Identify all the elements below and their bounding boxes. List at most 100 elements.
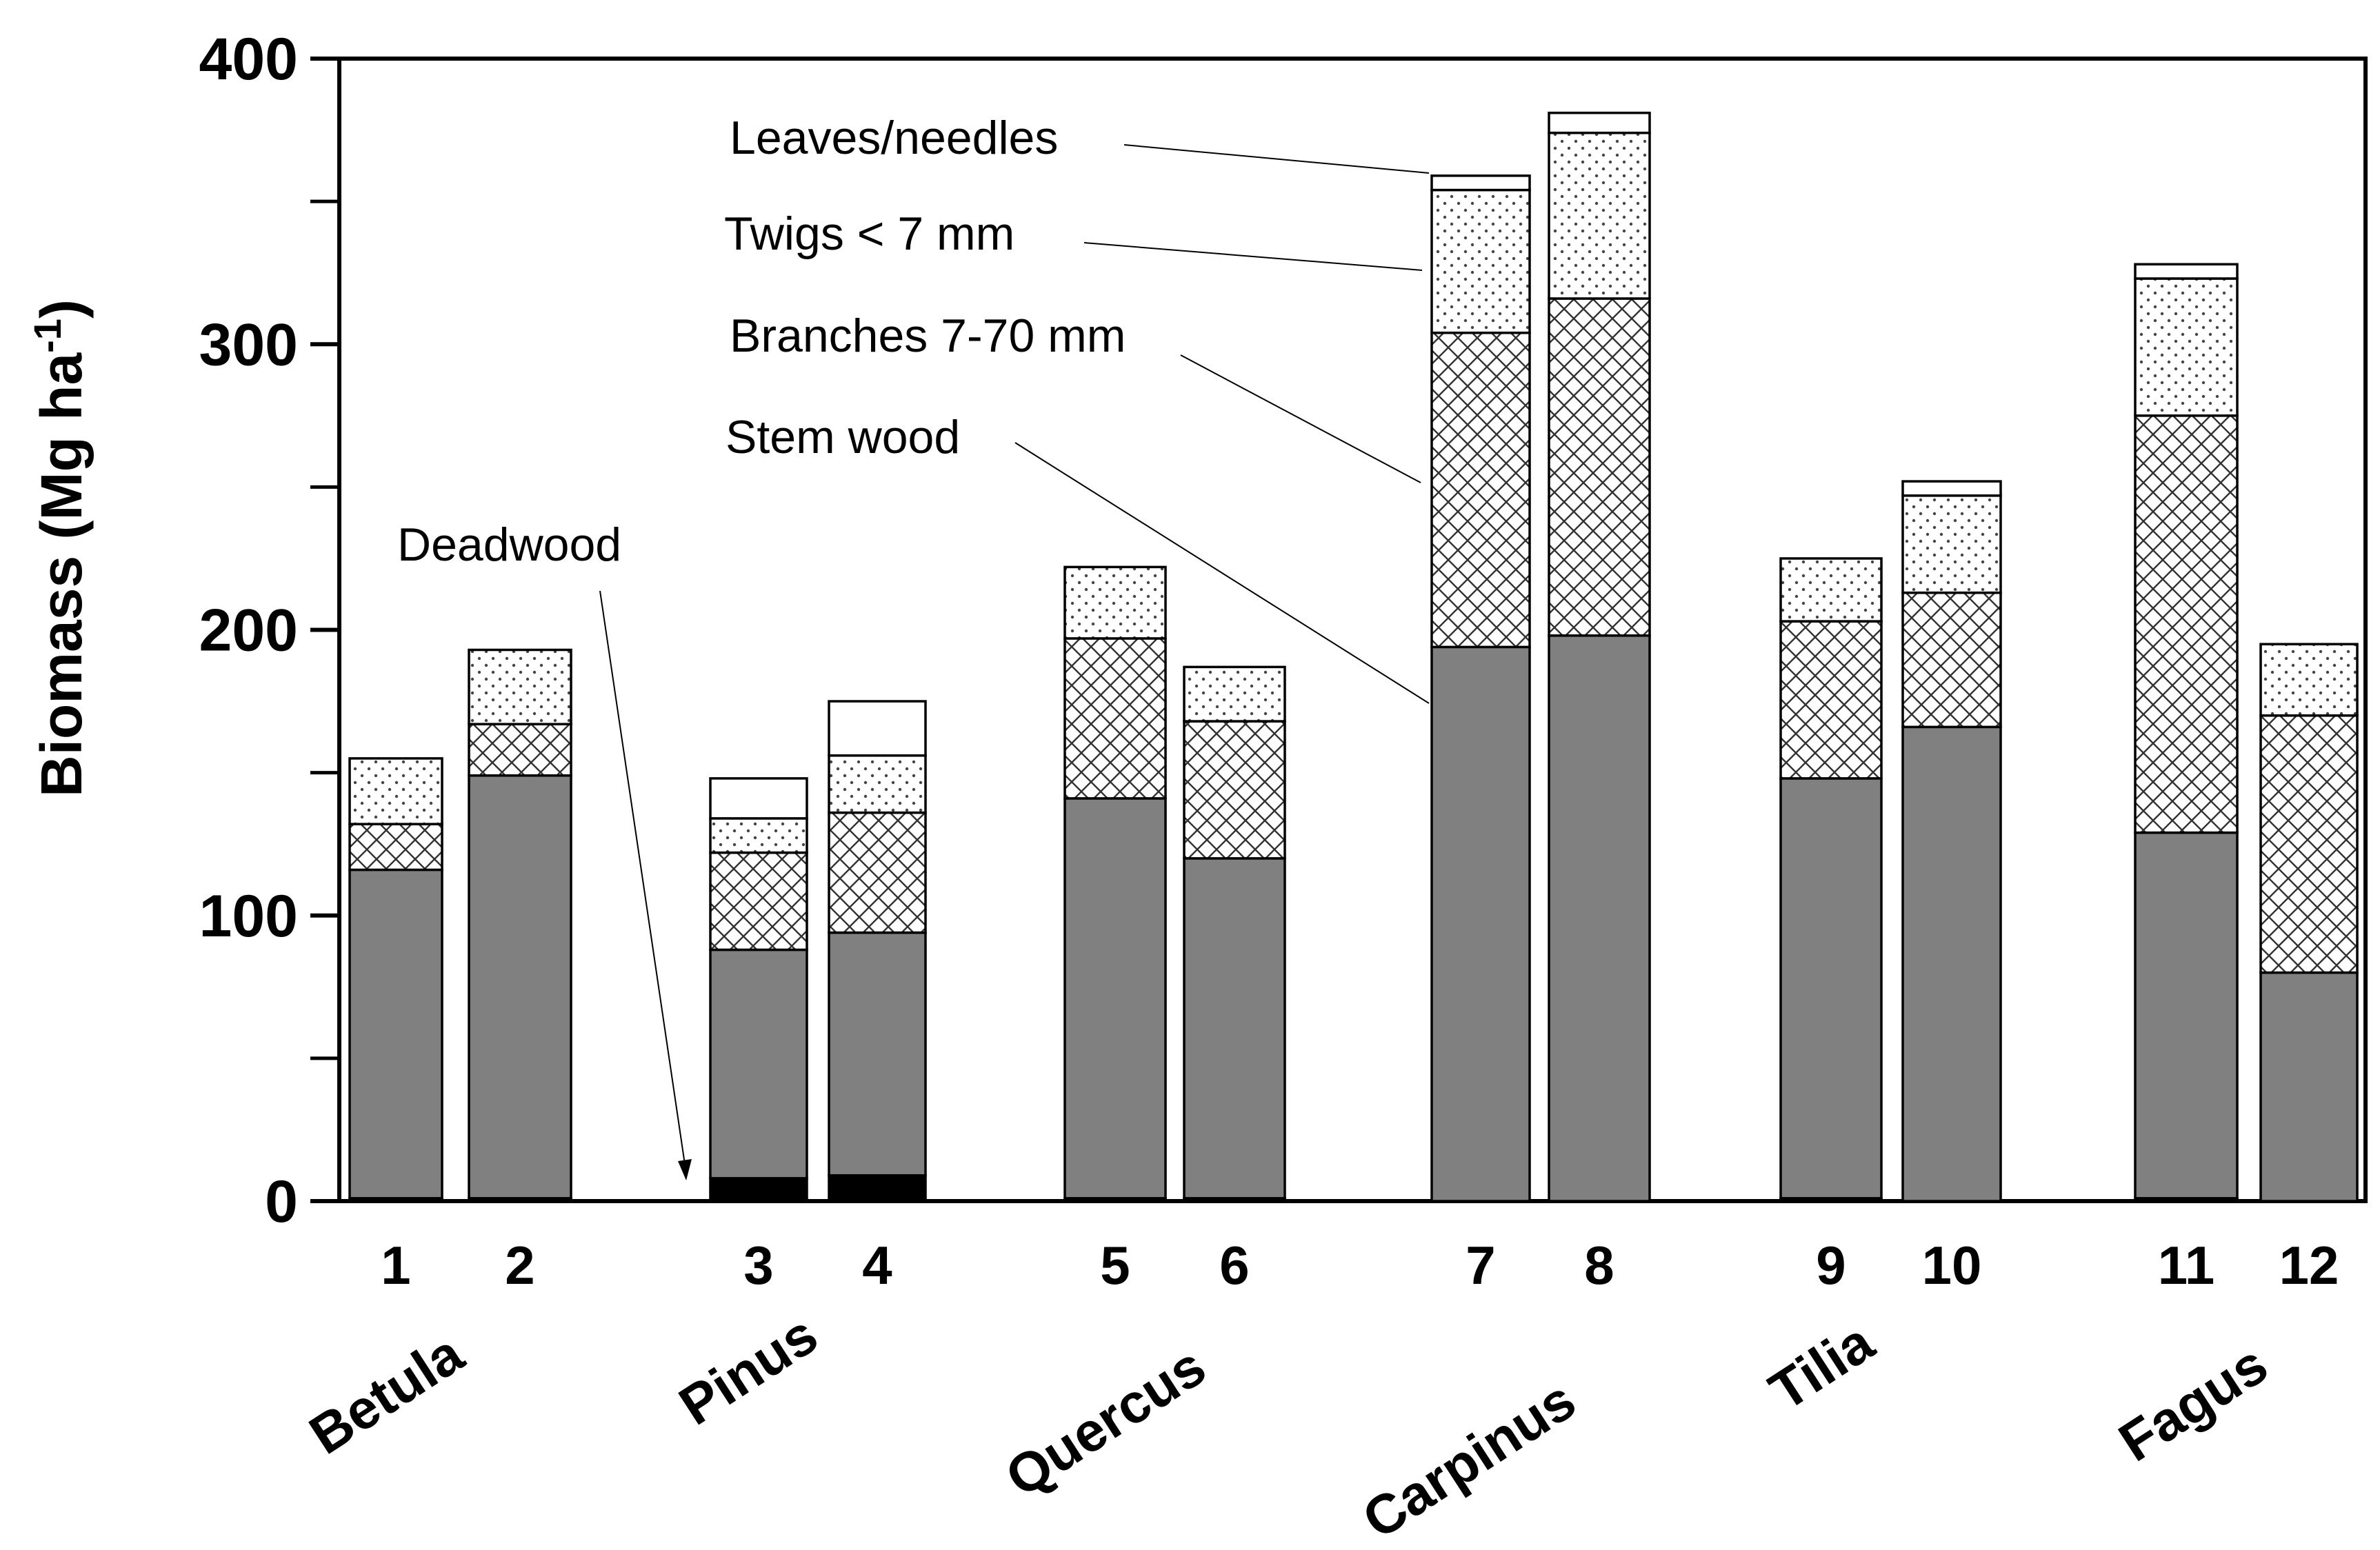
bar-segment-twigs-7-mm: [1901, 494, 2002, 594]
leader-leaves-needles: [1123, 144, 1430, 174]
group-label-tilia: Tilia: [1759, 1311, 1884, 1422]
bar-segment-branches-7-70-mm: [468, 723, 572, 777]
annotation-branches: Branches 7-70 mm: [730, 310, 1126, 362]
annotation-deadwood: Deadwood: [397, 519, 621, 571]
y-tick-label: 400: [199, 26, 299, 92]
bar-segment-branches-7-70-mm: [1901, 591, 2002, 729]
x-tick-label: 12: [2279, 1235, 2339, 1296]
y-tick-label: 200: [199, 598, 299, 664]
x-tick-label: 1: [381, 1235, 410, 1296]
plot-frame: [337, 57, 2368, 1203]
bar-segment-twigs-7-mm: [468, 648, 572, 725]
plot-border: [337, 57, 2368, 1203]
bar-segment-stem-wood: [1901, 725, 2002, 1202]
bar-segment-stem-wood: [1779, 777, 1883, 1200]
bar-stack-1: [348, 757, 443, 1202]
leader-twigs: [1083, 242, 1423, 271]
leader-stem-wood: [1014, 442, 1430, 704]
x-tick-label: 4: [862, 1235, 892, 1296]
bar-stack-8: [1548, 111, 1651, 1202]
bar-segment-leaves-needles: [828, 700, 927, 757]
bar-segment-stem-wood: [1063, 797, 1167, 1200]
bar-segment-twigs-7-mm: [2134, 277, 2239, 417]
bar-stack-3: [709, 777, 808, 1202]
bar-segment-stem-wood: [1548, 634, 1651, 1202]
bar-segment-twigs-7-mm: [1548, 131, 1651, 300]
bar-stacks: [348, 111, 2359, 1202]
x-tick-label: 5: [1100, 1235, 1130, 1296]
bar-segment-leaves-needles: [1548, 111, 1651, 134]
x-tick-label: 3: [743, 1235, 773, 1296]
x-tick-label: 7: [1466, 1235, 1495, 1296]
bar-segment-branches-7-70-mm: [348, 823, 443, 872]
bar-segment-twigs-7-mm: [1430, 188, 1531, 334]
bar-stack-2: [468, 648, 572, 1202]
bar-stack-4: [828, 700, 927, 1202]
bar-segment-branches-7-70-mm: [1183, 720, 1286, 860]
x-tick-label: 2: [505, 1235, 534, 1296]
group-label-carpinus: Carpinus: [1352, 1369, 1586, 1550]
bar-segment-twigs-7-mm: [348, 757, 443, 825]
y-tick-label: 300: [199, 312, 299, 378]
group-labels: Betula Pinus Quercus Carpinus Tilia Fagus: [299, 1303, 2278, 1550]
bar-segment-twigs-7-mm: [1779, 557, 1883, 623]
bar-segment-stem-wood: [348, 868, 443, 1200]
y-axis: 0 100 200 300 400: [199, 26, 339, 1235]
bar-segment-branches-7-70-mm: [828, 811, 927, 934]
bar-segment-branches-7-70-mm: [709, 851, 808, 952]
bar-stack-6: [1183, 665, 1286, 1202]
y-axis-title: Biomass (Mg ha-1): [26, 299, 94, 797]
y-tick-label: 100: [199, 883, 299, 949]
bar-segment-branches-7-70-mm: [1548, 297, 1651, 637]
bar-segment-branches-7-70-mm: [1063, 637, 1167, 800]
bar-segment-deadwood: [828, 1174, 927, 1202]
group-label-fagus: Fagus: [2108, 1333, 2278, 1473]
bar-stack-9: [1779, 557, 1883, 1202]
group-label-quercus: Quercus: [995, 1335, 1217, 1508]
bar-segment-deadwood: [709, 1177, 808, 1202]
bar-segment-stem-wood: [2259, 971, 2359, 1202]
leader-branches: [1180, 354, 1421, 483]
y-tick-label: 0: [265, 1169, 298, 1235]
bar-segment-stem-wood: [828, 931, 927, 1177]
bar-segment-branches-7-70-mm: [2259, 714, 2359, 974]
x-tick-label: 6: [1219, 1235, 1249, 1296]
bar-stack-12: [2259, 643, 2359, 1202]
bar-stack-10: [1901, 480, 2002, 1202]
bar-segment-branches-7-70-mm: [1430, 331, 1531, 649]
x-tick-label: 10: [1922, 1235, 1982, 1296]
bar-stack-5: [1063, 565, 1167, 1202]
annotation-leaves-needles: Leaves/needles: [730, 112, 1058, 164]
bar-segment-stem-wood: [2134, 831, 2239, 1200]
bar-segment-twigs-7-mm: [709, 817, 808, 854]
annotations: Leaves/needles Twigs < 7 mm Branches 7-7…: [397, 112, 1430, 1180]
group-label-betula: Betula: [299, 1322, 474, 1466]
leader-deadwood-arrowhead: [678, 1159, 692, 1180]
annotation-stem-wood: Stem wood: [726, 411, 960, 463]
y-axis-title-close: ): [29, 299, 94, 319]
bar-segment-stem-wood: [468, 774, 572, 1200]
bar-segment-twigs-7-mm: [1183, 665, 1286, 723]
bar-segment-twigs-7-mm: [2259, 643, 2359, 717]
group-label-pinus: Pinus: [668, 1303, 828, 1436]
x-tick-label: 11: [2158, 1235, 2214, 1296]
bar-segment-branches-7-70-mm: [1779, 620, 1883, 780]
bar-segment-leaves-needles: [1430, 174, 1531, 192]
bar-segment-leaves-needles: [1901, 480, 2002, 497]
bar-segment-stem-wood: [1183, 857, 1286, 1200]
bar-segment-twigs-7-mm: [828, 754, 927, 814]
bar-stack-7: [1430, 174, 1531, 1202]
y-axis-title-superscript: -1: [26, 319, 69, 353]
annotation-twigs: Twigs < 7 mm: [724, 208, 1014, 260]
bar-segment-stem-wood: [1430, 645, 1531, 1202]
bar-segment-twigs-7-mm: [1063, 565, 1167, 640]
x-tick-label: 8: [1584, 1235, 1614, 1296]
bar-stack-11: [2134, 263, 2239, 1202]
x-axis-labels: 1 2 3 4 5 6 7 8 9 10 11 12: [381, 1235, 2339, 1296]
x-tick-label: 9: [1816, 1235, 1846, 1296]
bar-segment-branches-7-70-mm: [2134, 414, 2239, 834]
bar-segment-leaves-needles: [709, 777, 808, 820]
bar-segment-stem-wood: [709, 948, 808, 1180]
leader-deadwood: [599, 590, 687, 1174]
